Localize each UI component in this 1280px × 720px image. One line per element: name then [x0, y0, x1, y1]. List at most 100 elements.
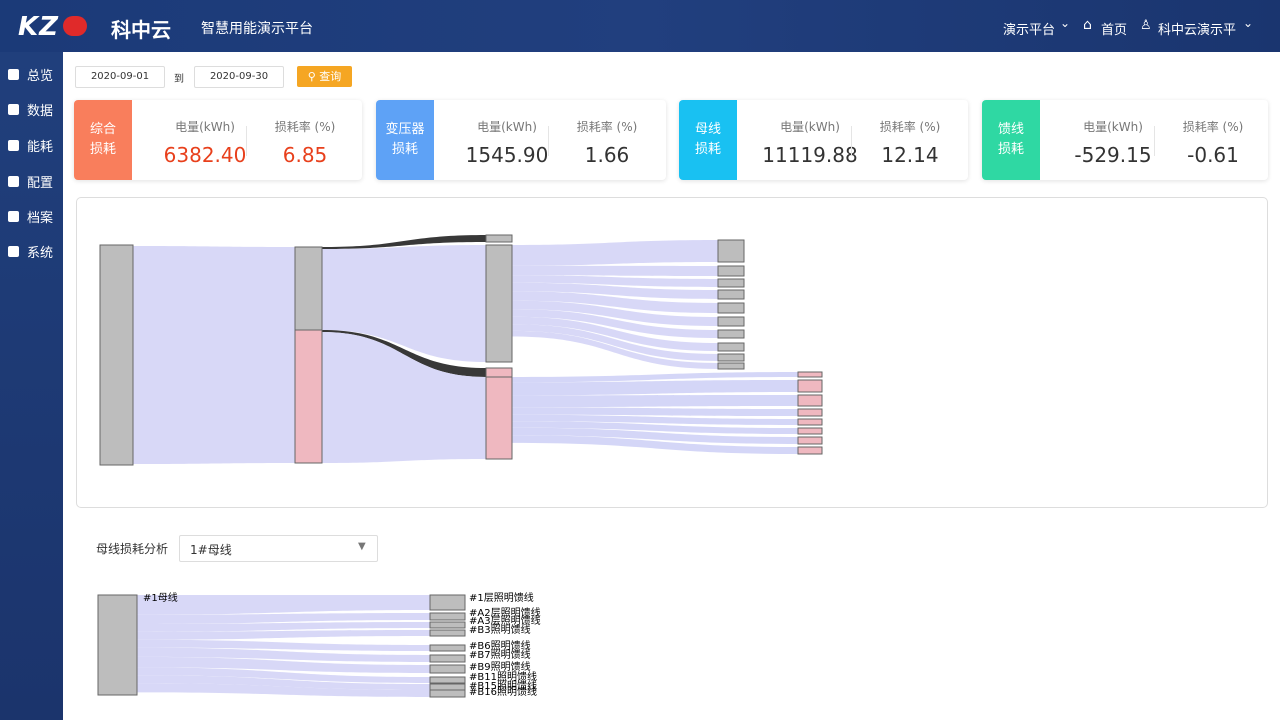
sankey-node: [797, 446, 823, 455]
bus-target-label: #B6照明馈线: [469, 639, 531, 652]
sidebar-icon: [8, 140, 19, 151]
sankey-link: [512, 427, 798, 444]
rate-value: 12.14: [881, 143, 939, 167]
sankey-link: [512, 380, 798, 396]
sidebar-item[interactable]: 档案: [8, 207, 53, 226]
rate-stat: 损耗率 (%) -0.61: [1158, 100, 1268, 167]
dropdown-arrow: ▼: [358, 541, 366, 552]
divider: [548, 126, 549, 156]
home-icon: ⌂: [1083, 17, 1092, 33]
divider: [246, 126, 247, 156]
sankey-node: [797, 418, 823, 426]
rate-label: 损耗率 (%): [274, 120, 336, 134]
bus-target-label: #B11照明馈线: [469, 670, 537, 683]
sankey-node: [485, 367, 513, 378]
logo: KZ: [18, 12, 59, 42]
end-date[interactable]: 2020-09-30: [194, 66, 284, 88]
energy-label: 电量(kWh): [477, 120, 537, 134]
sankey-link: [512, 265, 718, 276]
bus-target-label: #A3层照明馈线: [469, 614, 541, 627]
sidebar-text: 数据: [27, 104, 54, 119]
card-tag-line: 母线: [694, 122, 721, 137]
sankey-link: [512, 240, 718, 266]
sankey-link: [512, 330, 718, 369]
sankey-link: [512, 421, 798, 434]
sankey-node: [485, 376, 513, 460]
sankey-node: [717, 353, 745, 362]
sidebar-item[interactable]: 数据: [8, 100, 53, 119]
bus-source-node: [97, 594, 138, 696]
bus-target-label: #B7照明馈线: [469, 648, 531, 661]
sankey-node: [797, 436, 823, 445]
sankey-link: [322, 330, 486, 377]
rate-label: 损耗率 (%): [576, 120, 638, 134]
sankey-node: [717, 362, 745, 370]
sankey-node: [717, 289, 745, 300]
energy-stat: 电量(kWh) 6382.40: [150, 100, 260, 167]
sidebar: 总览数据能耗配置档案系统: [0, 52, 63, 720]
sidebar-text: 配置: [27, 176, 54, 191]
sidebar-item[interactable]: 能耗: [8, 136, 53, 155]
sankey-node: [717, 316, 745, 327]
sankey-link: [512, 395, 798, 408]
bus-target-node: [429, 612, 466, 621]
sankey-link: [137, 630, 430, 640]
energy-label: 电量(kWh): [175, 120, 235, 134]
card-tag-line: 损耗: [694, 142, 721, 157]
sankey-link: [512, 435, 798, 454]
to-label: 到: [174, 74, 184, 85]
nav-home[interactable]: 首页: [1101, 23, 1128, 38]
chevron: ⌄: [1243, 16, 1254, 30]
query-button[interactable]: ⚲ 查询: [297, 66, 352, 87]
sidebar-icon: [8, 69, 19, 80]
bus-source-label: #1母线: [143, 591, 178, 604]
bus-target-label: #B16照明馈线: [469, 685, 537, 698]
sankey-node: [294, 246, 323, 331]
sankey-link: [137, 667, 430, 683]
sidebar-item[interactable]: 配置: [8, 172, 53, 191]
sankey-node: [717, 265, 745, 277]
sankey-link: [322, 245, 486, 362]
sidebar-item[interactable]: 总览: [8, 65, 53, 84]
logo-cn: 科中云: [111, 18, 171, 42]
bus-target-label: #1层照明馈线: [469, 591, 534, 604]
rate-stat: 损耗率 (%) 6.85: [250, 100, 360, 167]
bus-target-node: [429, 676, 466, 684]
sankey-node: [717, 342, 745, 352]
bus-target-node: [429, 644, 466, 652]
rate-stat: 损耗率 (%) 1.66: [552, 100, 662, 167]
header: KZ 科中云 智慧用能演示平台 演示平台 ⌄ ⌂ 首页 ♙ 科中云演示平 ⌄: [0, 0, 1280, 52]
divider: [851, 126, 852, 156]
sankey-link: [137, 595, 430, 615]
card-tag-line: 损耗: [997, 142, 1024, 157]
divider: [1154, 126, 1155, 156]
app-title: 智慧用能演示平台: [201, 21, 313, 37]
nav-platform[interactable]: 演示平台: [1003, 23, 1056, 38]
sankey-link: [512, 300, 718, 326]
sankey-link: [322, 235, 486, 249]
sankey-link: [137, 647, 430, 662]
start-date[interactable]: 2020-09-01: [75, 66, 165, 88]
sankey-link: [512, 372, 798, 383]
sankey-node: [485, 244, 513, 363]
sankey-node: [717, 278, 745, 288]
sidebar-item[interactable]: 系统: [8, 242, 53, 261]
sankey-link: [137, 675, 430, 690]
bus-select[interactable]: 1#母线 ▼: [179, 535, 378, 562]
card-tag: 母线 损耗: [679, 100, 737, 180]
stat-card: 变压器 损耗 电量(kWh) 1545.90 损耗率 (%) 1.66: [376, 100, 666, 180]
energy-label: 电量(kWh): [1083, 120, 1143, 134]
bus-analysis-label: 母线损耗分析: [96, 542, 169, 556]
card-tag-line: 综合: [89, 122, 116, 137]
logo-badge: [63, 16, 87, 36]
sankey-link: [137, 656, 430, 673]
rate-stat: 损耗率 (%) 12.14: [855, 100, 965, 167]
nav-user[interactable]: 科中云演示平: [1158, 23, 1237, 38]
sankey-link: [512, 282, 718, 299]
energy-stat: 电量(kWh) 1545.90: [452, 100, 562, 167]
bus-target-node: [429, 664, 466, 674]
energy-value: 11119.88: [762, 143, 858, 167]
sankey-link: [512, 309, 718, 338]
